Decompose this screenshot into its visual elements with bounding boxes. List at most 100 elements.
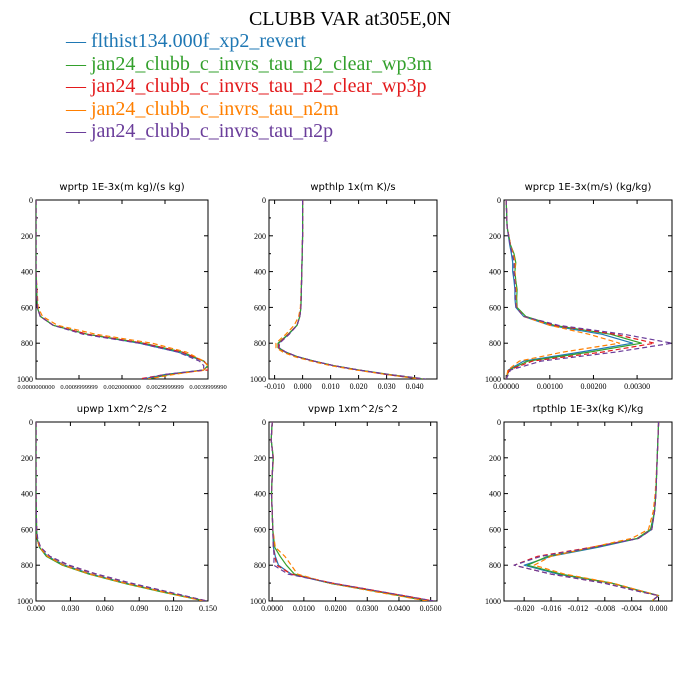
panel-title: wpthlp 1x(m K)/s xyxy=(310,182,395,193)
legend-entry: — flthist134.000f_xp2_revert xyxy=(66,30,432,53)
y-tick-label: 0 xyxy=(262,418,266,427)
y-tick-label: 1000 xyxy=(17,375,33,384)
x-tick-label: -0.020 xyxy=(514,604,535,613)
legend: — flthist134.000f_xp2_revert — jan24_clu… xyxy=(66,30,432,143)
y-tick-label: 200 xyxy=(489,232,501,241)
series-line xyxy=(278,200,421,379)
series-line xyxy=(526,422,660,601)
series-line xyxy=(505,200,634,379)
x-tick-label: -0.016 xyxy=(541,604,562,613)
plot-frame xyxy=(268,199,438,380)
series-line xyxy=(505,200,643,379)
legend-entry: — jan24_clubb_c_invrs_tau_n2m xyxy=(66,98,432,121)
y-tick-label: 800 xyxy=(254,561,266,570)
panel-title: wprtp 1E-3x(m kg)/(s kg) xyxy=(59,182,184,193)
x-tick-label: 0.030 xyxy=(378,382,396,391)
x-tick-label: -0.004 xyxy=(621,604,642,613)
legend-line-marker: — xyxy=(66,120,91,142)
series-line xyxy=(36,200,208,379)
y-tick-label: 400 xyxy=(21,268,33,277)
legend-entry: — jan24_clubb_c_invrs_tau_n2_clear_wp3m xyxy=(66,53,432,76)
y-tick-label: 400 xyxy=(489,268,501,277)
x-tick-label: 0.0020000000 xyxy=(103,384,140,391)
x-tick-label: -0.008 xyxy=(594,604,615,613)
x-tick-label: 0.000 xyxy=(650,604,668,613)
series-line xyxy=(505,200,621,379)
legend-entry: — jan24_clubb_c_invrs_tau_n2p xyxy=(66,120,432,143)
y-tick-label: 0 xyxy=(29,196,33,205)
chart-panel: wprtp 1E-3x(m kg)/(s kg) 0 200 400 600 800 100… xyxy=(17,182,227,391)
series-line xyxy=(277,200,424,379)
y-tick-label: 800 xyxy=(489,561,501,570)
x-tick-label: 0.00000 xyxy=(493,382,519,391)
x-tick-label: 0.0039999990 xyxy=(189,384,226,391)
y-tick-label: 800 xyxy=(489,339,501,348)
plot-frame xyxy=(35,421,209,602)
x-tick-label: 0.0100 xyxy=(293,604,315,613)
y-tick-label: 0 xyxy=(29,418,33,427)
y-tick-label: 600 xyxy=(489,525,501,534)
panel-title: wprcp 1E-3x(m/s) (kg/kg) xyxy=(525,182,652,193)
series-line xyxy=(270,422,428,601)
y-tick-label: 1000 xyxy=(17,597,33,606)
x-tick-label: -0.010 xyxy=(264,382,285,391)
series-line xyxy=(278,200,426,379)
y-tick-label: 200 xyxy=(21,232,33,241)
series-line xyxy=(36,422,208,601)
x-tick-label: 0.010 xyxy=(322,382,340,391)
legend-label: jan24_clubb_c_invrs_tau_n2_clear_wp3m xyxy=(91,52,433,75)
x-tick-label: 0.0009999999 xyxy=(60,384,97,391)
y-tick-label: 1000 xyxy=(250,597,266,606)
x-tick-label: 0.040 xyxy=(406,382,424,391)
y-tick-label: 0 xyxy=(497,418,501,427)
x-tick-label: 0.090 xyxy=(130,604,148,613)
chart-panel: wprcp 1E-3x(m/s) (kg/kg) 0 200 400 600 800 100… xyxy=(485,182,673,391)
series-line xyxy=(277,200,424,379)
x-tick-label: -0.012 xyxy=(568,604,589,613)
chart-panel: wpthlp 1x(m K)/s 0 200 400 600 800 1000-0.010 0… xyxy=(250,182,438,391)
legend-label: flthist134.000f_xp2_revert xyxy=(91,30,306,52)
y-tick-label: 1000 xyxy=(485,375,501,384)
legend-line-marker: — xyxy=(66,30,91,52)
x-tick-label: 0.0500 xyxy=(420,604,442,613)
series-line xyxy=(36,422,204,601)
y-tick-label: 1000 xyxy=(485,597,501,606)
y-tick-label: 200 xyxy=(21,454,33,463)
y-tick-label: 0 xyxy=(497,196,501,205)
panel-title: vpwp 1xm^2/s^2 xyxy=(308,404,398,415)
series-line xyxy=(505,200,672,379)
x-tick-label: 0.060 xyxy=(96,604,114,613)
y-tick-label: 400 xyxy=(254,268,266,277)
x-tick-label: 0.00200 xyxy=(580,382,606,391)
x-tick-label: 0.000 xyxy=(294,382,312,391)
y-tick-label: 200 xyxy=(254,454,266,463)
y-tick-label: 1000 xyxy=(250,375,266,384)
series-line xyxy=(36,422,206,601)
y-tick-label: 800 xyxy=(21,339,33,348)
panel-title: upwp 1xm^2/s^2 xyxy=(77,404,167,415)
legend-label: jan24_clubb_c_invrs_tau_n2_clear_wp3p xyxy=(91,75,427,97)
x-tick-label: 0.0000000000 xyxy=(17,384,54,391)
y-tick-label: 200 xyxy=(489,454,501,463)
y-tick-label: 400 xyxy=(489,490,501,499)
legend-entry: — jan24_clubb_c_invrs_tau_n2_clear_wp3p xyxy=(66,75,432,98)
series-line xyxy=(36,200,205,379)
y-tick-label: 600 xyxy=(21,525,33,534)
x-tick-label: 0.150 xyxy=(199,604,217,613)
y-tick-label: 800 xyxy=(21,561,33,570)
y-tick-label: 400 xyxy=(21,490,33,499)
y-tick-label: 200 xyxy=(254,232,266,241)
x-tick-label: 0.030 xyxy=(61,604,79,613)
y-tick-label: 600 xyxy=(21,303,33,312)
x-tick-label: 0.0000 xyxy=(261,604,283,613)
legend-label: jan24_clubb_c_invrs_tau_n2m xyxy=(91,97,339,120)
series-line xyxy=(36,200,208,379)
x-tick-label: 0.0200 xyxy=(325,604,347,613)
y-tick-label: 600 xyxy=(254,303,266,312)
x-tick-label: 0.0300 xyxy=(356,604,378,613)
x-tick-label: 0.120 xyxy=(165,604,183,613)
series-line xyxy=(513,422,660,601)
legend-line-marker: — xyxy=(66,97,91,120)
